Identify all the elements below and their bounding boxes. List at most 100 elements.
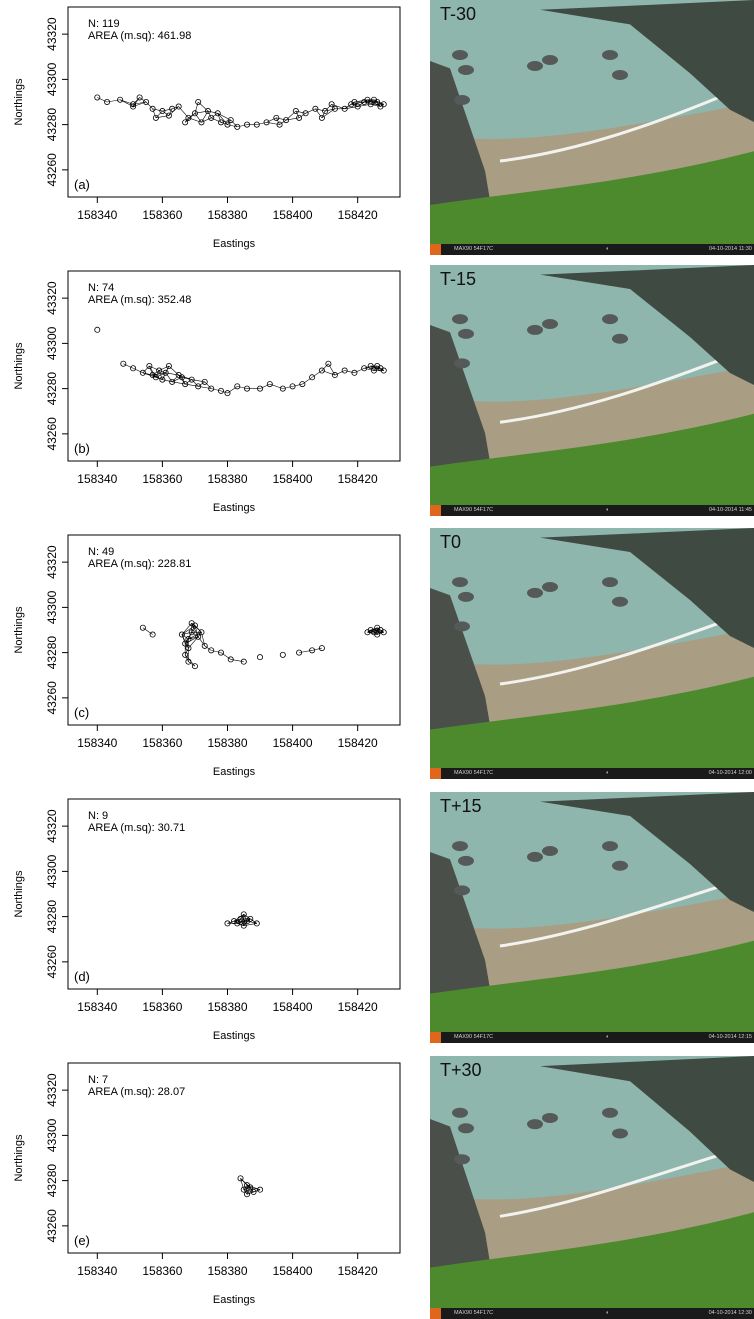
- y-axis-label: Northings: [13, 606, 25, 654]
- moon-phase-icon: ◐: [606, 507, 610, 513]
- x-tick-label: 158360: [142, 1264, 182, 1278]
- x-axis-label: Eastings: [213, 1030, 256, 1042]
- network-edge: [233, 914, 244, 922]
- network-edge: [315, 108, 326, 112]
- plot-panel-a: 158340 158360 158380 158400 158420 43260 43280…: [13, 6, 401, 250]
- x-tick-label: 158360: [142, 1000, 182, 1014]
- network-edge: [220, 652, 231, 660]
- network-edge: [178, 374, 183, 378]
- rock: [454, 95, 470, 105]
- data-point: [208, 647, 215, 654]
- rock: [454, 358, 470, 369]
- grass-foreground: [430, 1212, 754, 1308]
- rock: [542, 55, 558, 65]
- data-point: [263, 119, 270, 126]
- network-edge: [370, 103, 381, 107]
- network-edge: [211, 113, 218, 119]
- y-axis-label: Northings: [13, 1134, 25, 1182]
- data-point: [130, 365, 137, 372]
- data-point: [367, 363, 374, 370]
- data-point: [279, 385, 286, 392]
- photo-t-minus-15: T-15 MAX90 54F17C ◐ 04-10-2014 11:45: [430, 265, 754, 516]
- rock: [458, 855, 474, 866]
- network-edge: [152, 374, 163, 380]
- network-edge: [282, 386, 293, 389]
- data-point: [201, 642, 208, 649]
- camera-brand-logo: [430, 768, 441, 779]
- data-point: [257, 385, 264, 392]
- rock: [602, 50, 618, 60]
- data-point: [191, 110, 198, 117]
- network-edge: [152, 108, 163, 112]
- data-point: [244, 385, 251, 392]
- data-point: [182, 640, 189, 647]
- data-point: [240, 911, 247, 918]
- data-point: [139, 369, 146, 376]
- network-edge: [351, 101, 365, 105]
- network-edge: [364, 365, 378, 369]
- data-point: [217, 387, 224, 394]
- data-point: [299, 381, 306, 388]
- network-edge: [155, 115, 169, 119]
- y-tick-label: 43280: [45, 636, 59, 670]
- right-headland: [540, 1056, 754, 1182]
- network-edge: [227, 124, 238, 128]
- network-edge: [197, 101, 209, 112]
- timestamp: 04-10-2014 12:30: [708, 1310, 752, 1316]
- network-edge: [152, 370, 160, 376]
- x-tick-label: 158340: [77, 1000, 117, 1014]
- data-point: [237, 915, 244, 922]
- network-edge: [295, 110, 300, 118]
- timestamp: 04-10-2014 12:00: [708, 770, 752, 776]
- x-tick-label: 158420: [338, 1000, 378, 1014]
- plot-frame: [67, 1062, 401, 1254]
- camera-id: MAX90 54F17C: [454, 1310, 494, 1316]
- data-point: [159, 108, 166, 115]
- network-edge: [152, 108, 157, 118]
- rock: [452, 1107, 468, 1118]
- network-edge: [142, 372, 153, 376]
- network-edge: [276, 117, 280, 125]
- plot-panel-d: 158340 158360 158380 158400 158420 43260 43280…: [13, 798, 401, 1042]
- rock: [602, 577, 618, 588]
- x-tick-label: 158400: [273, 208, 313, 222]
- x-tick-label: 158340: [77, 472, 117, 486]
- data-point: [178, 631, 185, 638]
- network-edge: [240, 918, 245, 926]
- network-edge: [191, 625, 196, 633]
- rock: [602, 314, 618, 325]
- panel-letter: (d): [74, 969, 90, 984]
- x-tick-label: 158400: [273, 1264, 313, 1278]
- rock: [527, 851, 543, 862]
- rock: [527, 1119, 543, 1130]
- network-edges: [97, 97, 384, 128]
- data-point: [354, 103, 361, 110]
- data-point: [318, 645, 325, 652]
- camera-info-bar: MAX90 54F17C ◐ 04-10-2014 12:15: [430, 1032, 754, 1043]
- y-tick-label: 43280: [45, 372, 59, 406]
- y-tick-label: 43320: [45, 809, 59, 843]
- data-point: [253, 920, 260, 927]
- y-tick-label: 43260: [45, 417, 59, 451]
- camera-info-bar: MAX90 54F17C ◐ 04-10-2014 11:45: [430, 505, 754, 516]
- rock: [602, 841, 618, 852]
- network-edge: [123, 363, 134, 369]
- network-edge: [172, 106, 179, 110]
- time-label: T+15: [440, 796, 482, 816]
- network-edge: [194, 625, 199, 637]
- data-point: [273, 114, 280, 121]
- network-edge: [139, 97, 147, 103]
- network-edge: [351, 103, 358, 107]
- camera-brand-logo: [430, 1308, 441, 1319]
- data-point: [227, 117, 234, 124]
- network-edge: [217, 113, 222, 123]
- x-tick-label: 158380: [207, 208, 247, 222]
- network-edge: [168, 365, 179, 376]
- data-point: [208, 114, 215, 121]
- x-tick-label: 158420: [338, 208, 378, 222]
- right-headland: [540, 0, 754, 122]
- network-edge: [256, 122, 267, 125]
- rock: [454, 1154, 470, 1165]
- network-edge: [165, 372, 173, 383]
- data-point: [195, 99, 202, 106]
